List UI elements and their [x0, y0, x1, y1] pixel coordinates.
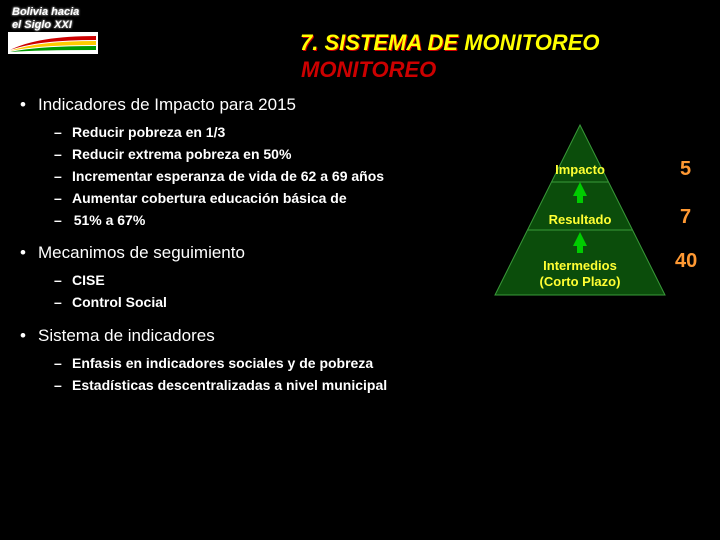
header-line1: Bolivia hacia — [12, 6, 79, 18]
section-2: Mecanimos de seguimiento CISE Control So… — [20, 243, 490, 312]
section-1: Indicadores de Impacto para 2015 Reducir… — [20, 95, 490, 229]
section-2-heading: Mecanimos de seguimiento — [20, 243, 490, 263]
pyramid-number-3: 40 — [675, 250, 697, 273]
list-item-cont: – 51% a 67% — [20, 211, 490, 230]
bolivia-flag-logo — [8, 32, 98, 52]
list-item: CISE — [20, 271, 490, 290]
pyramid-number-1: 5 — [680, 158, 691, 181]
arrow-up-icon — [573, 182, 587, 196]
arrow-stem — [577, 245, 583, 253]
header-line2: el Siglo XXI — [12, 19, 72, 31]
pyramid-level-1-label: Impacto — [495, 162, 665, 177]
list-item: Incrementar esperanza de vida de 62 a 69… — [20, 167, 490, 186]
section-1-heading: Indicadores de Impacto para 2015 — [20, 95, 490, 115]
list-item: Reducir pobreza en 1/3 — [20, 123, 490, 142]
section-3: Sistema de indicadores Enfasis en indica… — [20, 326, 490, 395]
arrow-stem — [577, 195, 583, 203]
pyramid-level-2-label: Resultado — [495, 212, 665, 227]
header-brand: Bolivia hacia el Siglo XXI — [12, 6, 79, 32]
slide-title: 7. SISTEMA DE MONITOREO 7. SISTEMA DE MO… — [300, 30, 599, 56]
list-item: Control Social — [20, 293, 490, 312]
list-item: Aumentar cobertura educación básica de — [20, 189, 490, 208]
arrow-up-icon — [573, 232, 587, 246]
list-item: Estadísticas descentralizadas a nivel mu… — [20, 376, 490, 395]
list-item: Enfasis en indicadores sociales y de pob… — [20, 354, 490, 373]
pyramid-level-3-label: Intermedios (Corto Plazo) — [495, 258, 665, 289]
pyramid-number-2: 7 — [680, 206, 691, 229]
content-area: Indicadores de Impacto para 2015 Reducir… — [20, 95, 490, 409]
list-item: Reducir extrema pobreza en 50% — [20, 145, 490, 164]
section-3-heading: Sistema de indicadores — [20, 326, 490, 346]
pyramid-diagram: Impacto Resultado Intermedios (Corto Pla… — [495, 120, 695, 320]
